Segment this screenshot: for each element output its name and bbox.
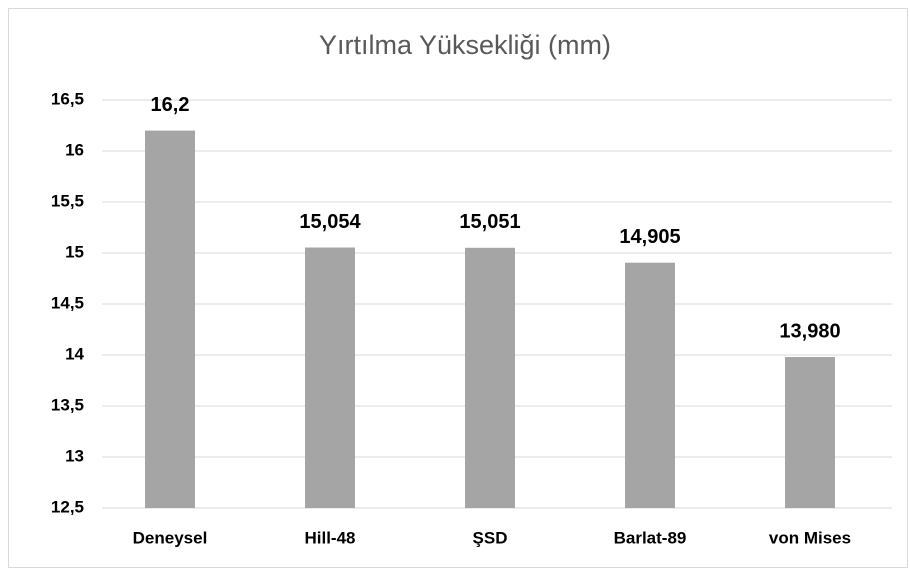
x-tick-label: ŞSD [473, 528, 508, 547]
x-tick-label: Deneysel [133, 528, 208, 547]
y-tick-label: 14 [65, 344, 84, 363]
bar [625, 262, 675, 508]
y-tick-label: 16,5 [51, 89, 84, 108]
chart-title: Yırtılma Yüksekliği (mm) [319, 30, 611, 60]
data-label: 13,980 [779, 320, 840, 342]
x-tick-label: Hill-48 [304, 528, 355, 547]
y-tick-label: 12,5 [51, 497, 84, 516]
x-tick-label: Barlat-89 [614, 528, 687, 547]
data-label: 14,905 [619, 226, 680, 248]
x-tick-label: von Mises [769, 528, 851, 547]
y-tick-label: 13,5 [51, 395, 84, 414]
data-label: 16,2 [151, 94, 190, 116]
bar [785, 357, 835, 508]
y-tick-label: 16 [65, 140, 84, 159]
data-label: 15,051 [459, 211, 520, 233]
bar [145, 130, 195, 508]
data-label: 15,054 [299, 211, 361, 233]
y-tick-label: 13 [65, 446, 84, 465]
bar [305, 247, 355, 508]
y-tick-label: 15 [65, 242, 84, 261]
bar [465, 247, 515, 508]
chart-border [8, 8, 908, 568]
y-tick-label: 15,5 [51, 191, 84, 210]
y-tick-label: 14,5 [51, 293, 84, 312]
